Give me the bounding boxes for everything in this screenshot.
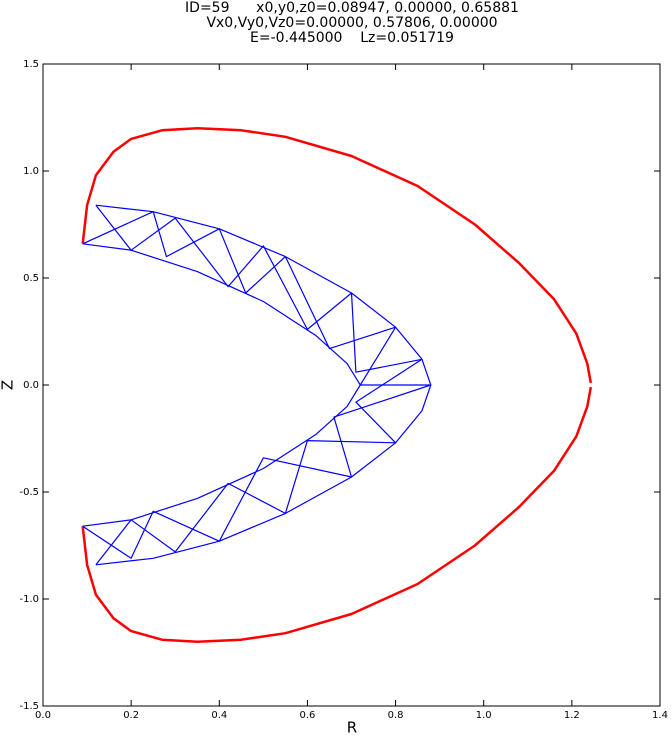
y-tick-label: -0.5 [19, 487, 39, 498]
y-tick-label: 1.5 [23, 59, 39, 70]
x-axis-label: R [347, 719, 357, 736]
x-tick-label: 0.4 [211, 710, 227, 721]
series-line [95, 204, 423, 566]
x-tick-label: 1.2 [564, 710, 580, 721]
plot-area [81, 126, 593, 644]
series-line [81, 126, 593, 644]
y-tick-label: -1.5 [19, 701, 39, 712]
x-tick-label: 1.4 [652, 710, 668, 721]
plot-frame [42, 63, 661, 707]
y-tick-label: 1.0 [23, 166, 39, 177]
x-tick-label: 1.0 [476, 710, 492, 721]
x-tick-label: 0.2 [123, 710, 139, 721]
y-tick-label: -1.0 [19, 594, 39, 605]
y-tick-label: 0.5 [23, 273, 39, 284]
x-tick-label: 0.8 [388, 710, 404, 721]
chart-title: ID=59 x0,y0,z0=0.08947, 0.00000, 0.65881 [185, 0, 519, 16]
y-tick-label: 0.0 [23, 380, 39, 391]
series-line [82, 211, 432, 559]
chart-title: E=-0.445000 Lz=0.051719 [250, 30, 454, 46]
series-line [82, 243, 361, 527]
x-tick-label: 0.6 [299, 710, 315, 721]
y-axis-label: Z [0, 380, 17, 390]
x-tick-label: 0.0 [35, 710, 51, 721]
chart-title: Vx0,Vy0,Vz0=0.00000, 0.57806, 0.00000 [206, 15, 497, 31]
